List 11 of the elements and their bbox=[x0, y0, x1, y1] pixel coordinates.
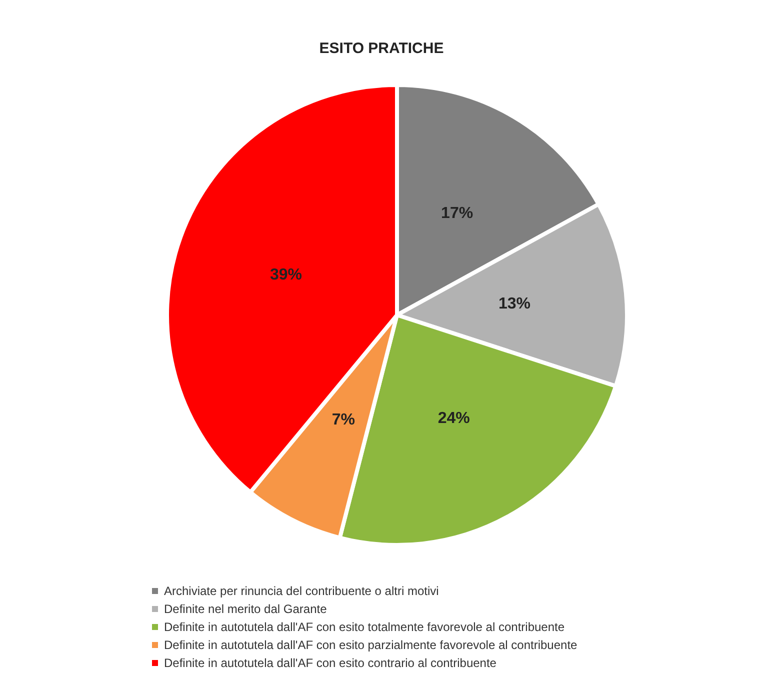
legend-label: Definite in autotutela dall'AF con esito parzialmente favorevole al contribuente bbox=[164, 638, 578, 652]
data-label: 13% bbox=[498, 295, 530, 312]
data-label: 7% bbox=[332, 412, 355, 429]
legend-label: Definite in autotutela dall'AF con esito totalmente favorevole al contribuente bbox=[164, 620, 565, 634]
chart-title: ESITO PRATICHE bbox=[319, 40, 444, 57]
data-label: 17% bbox=[441, 204, 474, 222]
data-label: 24% bbox=[438, 410, 470, 427]
legend-label: Definite nel merito dal Garante bbox=[164, 602, 328, 616]
legend-label: Definite in autotutela dall'AF con esito contrario al contribuente bbox=[164, 656, 497, 670]
data-label: 39% bbox=[270, 266, 302, 284]
legend-label: Archiviate per rinuncia del contribuente o altri motivi bbox=[164, 584, 439, 598]
